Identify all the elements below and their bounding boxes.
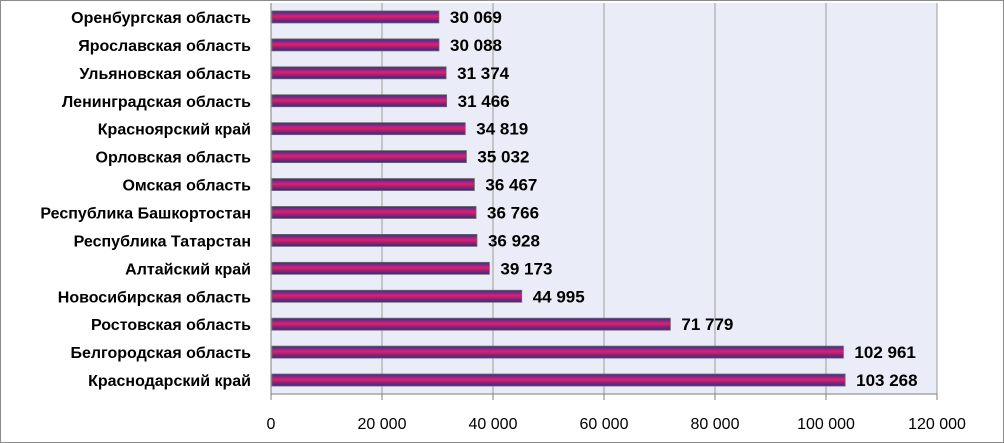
bar [271, 317, 671, 331]
data-label: 39 173 [500, 259, 552, 278]
data-label: 102 961 [854, 343, 915, 362]
data-label: 31 466 [458, 92, 510, 111]
bar [271, 289, 523, 303]
category-label: Республика Татарстан [74, 233, 251, 250]
data-label: 30 069 [450, 8, 502, 27]
bar [271, 178, 475, 191]
bar [271, 373, 846, 387]
x-tick-label: 40 000 [469, 416, 518, 433]
bar [271, 206, 477, 219]
category-label: Алтайский край [125, 261, 251, 278]
category-label: Красноярский край [98, 122, 251, 139]
category-label: Орловская область [96, 150, 252, 167]
data-label: 34 819 [476, 120, 528, 139]
data-label: 36 467 [485, 176, 537, 195]
data-label: 44 995 [533, 287, 585, 306]
x-tick-label: 0 [267, 416, 276, 433]
category-label: Республика Башкортостан [40, 205, 251, 222]
category-label: Омская область [122, 178, 251, 195]
data-label: 36 766 [487, 203, 539, 222]
data-label: 30 088 [450, 36, 502, 55]
category-label: Ленинградская область [62, 94, 251, 111]
x-tick-label: 60 000 [580, 416, 629, 433]
x-tick-label: 100 000 [797, 416, 855, 433]
x-tick-label: 120 000 [908, 416, 966, 433]
category-label: Краснодарский край [88, 373, 251, 390]
category-label: Новосибирская область [58, 289, 251, 306]
bar [271, 261, 490, 275]
category-label: Оренбургская область [71, 10, 251, 27]
category-label: Белгородская область [70, 345, 251, 362]
data-label: 35 032 [477, 148, 529, 167]
category-label: Ульяновская область [79, 66, 251, 83]
category-label: Ярославская область [78, 38, 251, 55]
bar [271, 122, 466, 136]
data-label: 103 268 [856, 371, 917, 390]
labels: 0 20 000 40 000 60 000 80 000 100 000 120 000 О… [40, 8, 966, 433]
bar [271, 345, 844, 359]
bar [271, 66, 447, 80]
bar [271, 10, 440, 24]
bar [271, 38, 440, 52]
category-label: Ростовская область [91, 317, 251, 334]
data-label: 31 374 [457, 64, 510, 83]
bar [271, 150, 467, 164]
x-tick-label: 20 000 [358, 416, 407, 433]
bars [271, 10, 846, 387]
bar [271, 94, 448, 108]
data-label: 71 779 [681, 315, 733, 334]
bar [271, 233, 478, 247]
x-tick-label: 80 000 [691, 416, 740, 433]
data-label: 36 928 [488, 231, 540, 250]
